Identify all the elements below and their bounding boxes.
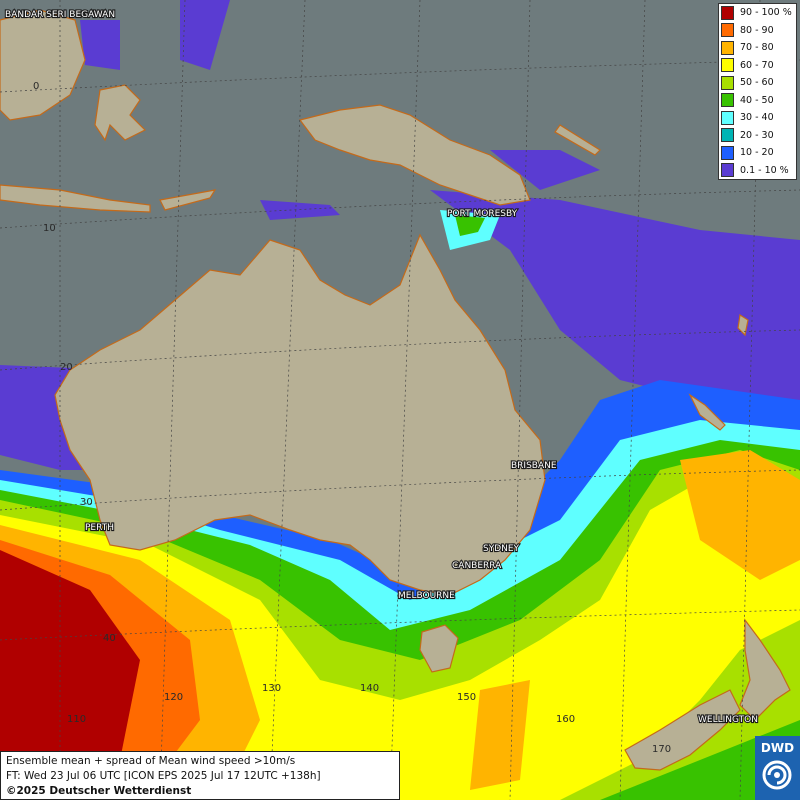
dwd-logo: DWD bbox=[755, 736, 800, 800]
forecast-time: FT: Wed 23 Jul 06 UTC [ICON EPS 2025 Jul… bbox=[6, 770, 321, 782]
legend-label: 70 - 80 bbox=[740, 42, 774, 54]
legend-label: 90 - 100 % bbox=[740, 7, 792, 19]
lon-label-130: 130 bbox=[262, 683, 281, 694]
legend-swatch bbox=[721, 163, 734, 178]
legend-item: 50 - 60 bbox=[719, 74, 796, 92]
lon-label-170: 170 bbox=[652, 744, 671, 755]
grid-labels: 0 10 20 30 40 110 120 130 140 150 160 17… bbox=[33, 81, 671, 755]
city-canberra: CANBERRA bbox=[452, 561, 502, 571]
nz-south-island bbox=[624, 689, 741, 771]
legend-label: 0.1 - 10 % bbox=[740, 164, 789, 176]
city-brisbane: BRISBANE bbox=[511, 461, 557, 471]
legend-swatch bbox=[721, 40, 734, 55]
city-bandar-seri-begawan: BANDAR SERI BEGAWAN bbox=[5, 10, 115, 20]
legend-swatch bbox=[721, 93, 734, 108]
legend-item: 80 - 90 bbox=[719, 22, 796, 40]
legend-label: 60 - 70 bbox=[740, 59, 774, 71]
nz-north-island bbox=[739, 618, 791, 721]
landmasses bbox=[0, 9, 791, 771]
city-perth: PERTH bbox=[85, 523, 114, 533]
city-sydney: SYDNEY bbox=[483, 544, 520, 554]
legend-label: 30 - 40 bbox=[740, 112, 774, 124]
legend-swatch bbox=[721, 5, 734, 20]
lat-label-30: 30 bbox=[80, 497, 93, 508]
tasmania bbox=[419, 624, 459, 673]
legend-item: 60 - 70 bbox=[719, 57, 796, 75]
legend-item: 0.1 - 10 % bbox=[719, 162, 796, 180]
legend-label: 10 - 20 bbox=[740, 147, 774, 159]
lesser-sunda-islands bbox=[0, 184, 151, 213]
lat-label-20: 20 bbox=[60, 362, 73, 373]
info-box: Ensemble mean + spread of Mean wind spee… bbox=[0, 751, 400, 800]
legend-swatch bbox=[721, 75, 734, 90]
legend-item: 20 - 30 bbox=[719, 127, 796, 145]
lat-label-40: 40 bbox=[103, 633, 116, 644]
legend-swatch bbox=[721, 23, 734, 38]
legend-swatch bbox=[721, 145, 734, 160]
legend-swatch bbox=[721, 58, 734, 73]
borneo bbox=[0, 9, 86, 121]
legend-swatch bbox=[721, 128, 734, 143]
legend-label: 80 - 90 bbox=[740, 24, 774, 36]
lat-label-10: 10 bbox=[43, 223, 56, 234]
legend-label: 40 - 50 bbox=[740, 94, 774, 106]
lat-label-0: 0 bbox=[33, 81, 39, 92]
city-wellington: WELLINGTON bbox=[698, 715, 758, 725]
australia bbox=[54, 233, 546, 596]
legend-item: 70 - 80 bbox=[719, 39, 796, 57]
legend-item: 40 - 50 bbox=[719, 92, 796, 110]
city-markers: BANDAR SERI BEGAWAN PORT MORESBY BRISBAN… bbox=[4, 9, 759, 726]
swirl-icon bbox=[762, 760, 792, 790]
legend-item: 90 - 100 % bbox=[719, 4, 796, 22]
lon-label-160: 160 bbox=[556, 714, 575, 725]
lon-label-140: 140 bbox=[360, 683, 379, 694]
lon-label-150: 150 bbox=[457, 692, 476, 703]
city-melbourne: MELBOURNE bbox=[398, 591, 455, 601]
new-guinea bbox=[298, 104, 531, 206]
legend-item: 30 - 40 bbox=[719, 109, 796, 127]
product-title: Ensemble mean + spread of Mean wind spee… bbox=[6, 755, 296, 767]
city-port-moresby: PORT MORESBY bbox=[447, 209, 518, 219]
lon-label-120: 120 bbox=[164, 692, 183, 703]
probability-legend: 90 - 100 % 80 - 90 70 - 80 60 - 70 50 - 60 40… bbox=[718, 3, 797, 180]
legend-swatch bbox=[721, 110, 734, 125]
legend-item: 10 - 20 bbox=[719, 144, 796, 162]
lon-label-110: 110 bbox=[67, 714, 86, 725]
copyright: ©2025 Deutscher Wetterdienst bbox=[6, 785, 192, 797]
sulawesi bbox=[94, 84, 147, 142]
legend-label: 50 - 60 bbox=[740, 77, 774, 89]
legend-label: 20 - 30 bbox=[740, 129, 774, 141]
dwd-logo-text: DWD bbox=[760, 741, 795, 755]
